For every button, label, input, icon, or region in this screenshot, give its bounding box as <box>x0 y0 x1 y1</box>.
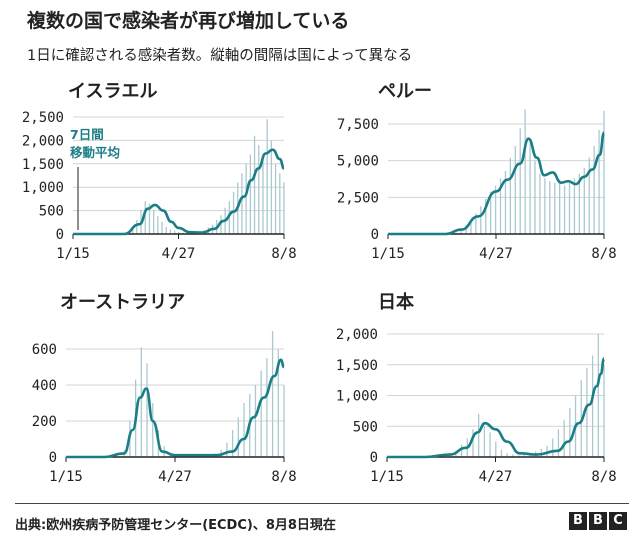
y-tick-label: 600 <box>32 342 57 358</box>
annotation-label: 移動平均 <box>70 145 120 160</box>
moving-average-line <box>388 131 606 236</box>
chart-title: 複数の国で感染者が再び増加している <box>27 10 350 32</box>
x-tick-label: 8/8 <box>271 469 296 485</box>
source-note: 出典:欧州疾病予防管理センター(ECDC)、8月8日現在 <box>15 518 336 533</box>
y-tick-label: 0 <box>56 227 64 243</box>
y-tick-label: 1,000 <box>22 180 64 196</box>
y-tick-label: 1,000 <box>336 389 378 405</box>
bbc-logo: B B C <box>569 512 627 530</box>
y-tick-label: 0 <box>371 227 379 243</box>
y-tick-label: 7,500 <box>337 117 379 133</box>
panel-title: ペルー <box>378 81 432 102</box>
annotation-label: 7日間 <box>70 127 104 142</box>
bbc-logo-letter: C <box>609 512 627 530</box>
y-tick-label: 400 <box>32 378 57 394</box>
y-tick-label: 0 <box>370 450 378 466</box>
x-tick-label: 4/27 <box>479 246 513 262</box>
panel-title: 日本 <box>378 291 414 313</box>
chart-subtitle: 1日に確認される感染者数。縦軸の間隔は国によって異なる <box>27 48 413 64</box>
footer-divider <box>15 503 629 504</box>
bbc-logo-letter: B <box>589 512 607 530</box>
panel-title: オーストラリア <box>60 292 185 313</box>
x-tick-label: 4/27 <box>158 469 192 485</box>
moving-average-line <box>65 358 285 459</box>
y-tick-label: 1,500 <box>22 157 64 173</box>
bbc-logo-letter: B <box>569 512 587 530</box>
chart-panel: ペルー 0 2,500 5,000 7,500 1/15 4/27 8/8 <box>337 81 617 262</box>
x-tick-label: 4/27 <box>479 469 513 485</box>
x-tick-label: 8/8 <box>591 246 616 262</box>
y-tick-label: 2,500 <box>337 190 379 206</box>
moving-average-line <box>386 357 606 459</box>
y-tick-label: 2,000 <box>336 327 378 343</box>
y-tick-label: 500 <box>353 419 378 435</box>
y-tick-label: 2,000 <box>22 133 64 149</box>
y-tick-label: 2,500 <box>22 110 64 126</box>
y-tick-label: 0 <box>49 450 57 466</box>
chart-panel: イスラエル 0 500 1,000 1,500 2,000 2,500 1/15 4/27 8/8… <box>22 81 297 262</box>
chart-panel: 日本 0 500 1,000 1,500 2,000 1/15 4/27 8/8 <box>336 291 617 485</box>
x-tick-label: 1/15 <box>49 469 83 485</box>
charts-canvas: イスラエル 0 500 1,000 1,500 2,000 2,500 1/15 4/27 8/8… <box>22 81 617 485</box>
x-tick-label: 8/8 <box>591 469 616 485</box>
x-tick-label: 1/15 <box>370 469 404 485</box>
y-tick-label: 200 <box>32 414 57 430</box>
y-tick-label: 5,000 <box>337 154 379 170</box>
x-tick-label: 1/15 <box>56 246 90 262</box>
x-tick-label: 4/27 <box>162 246 196 262</box>
y-tick-label: 500 <box>39 204 64 220</box>
panel-title: イスラエル <box>68 81 157 102</box>
x-tick-label: 8/8 <box>271 246 296 262</box>
moving-average-line <box>73 148 285 236</box>
chart-panel: オーストラリア 0 200 400 600 1/15 4/27 8/8 <box>32 292 297 485</box>
x-tick-label: 1/15 <box>371 246 405 262</box>
y-tick-label: 1,500 <box>336 358 378 374</box>
